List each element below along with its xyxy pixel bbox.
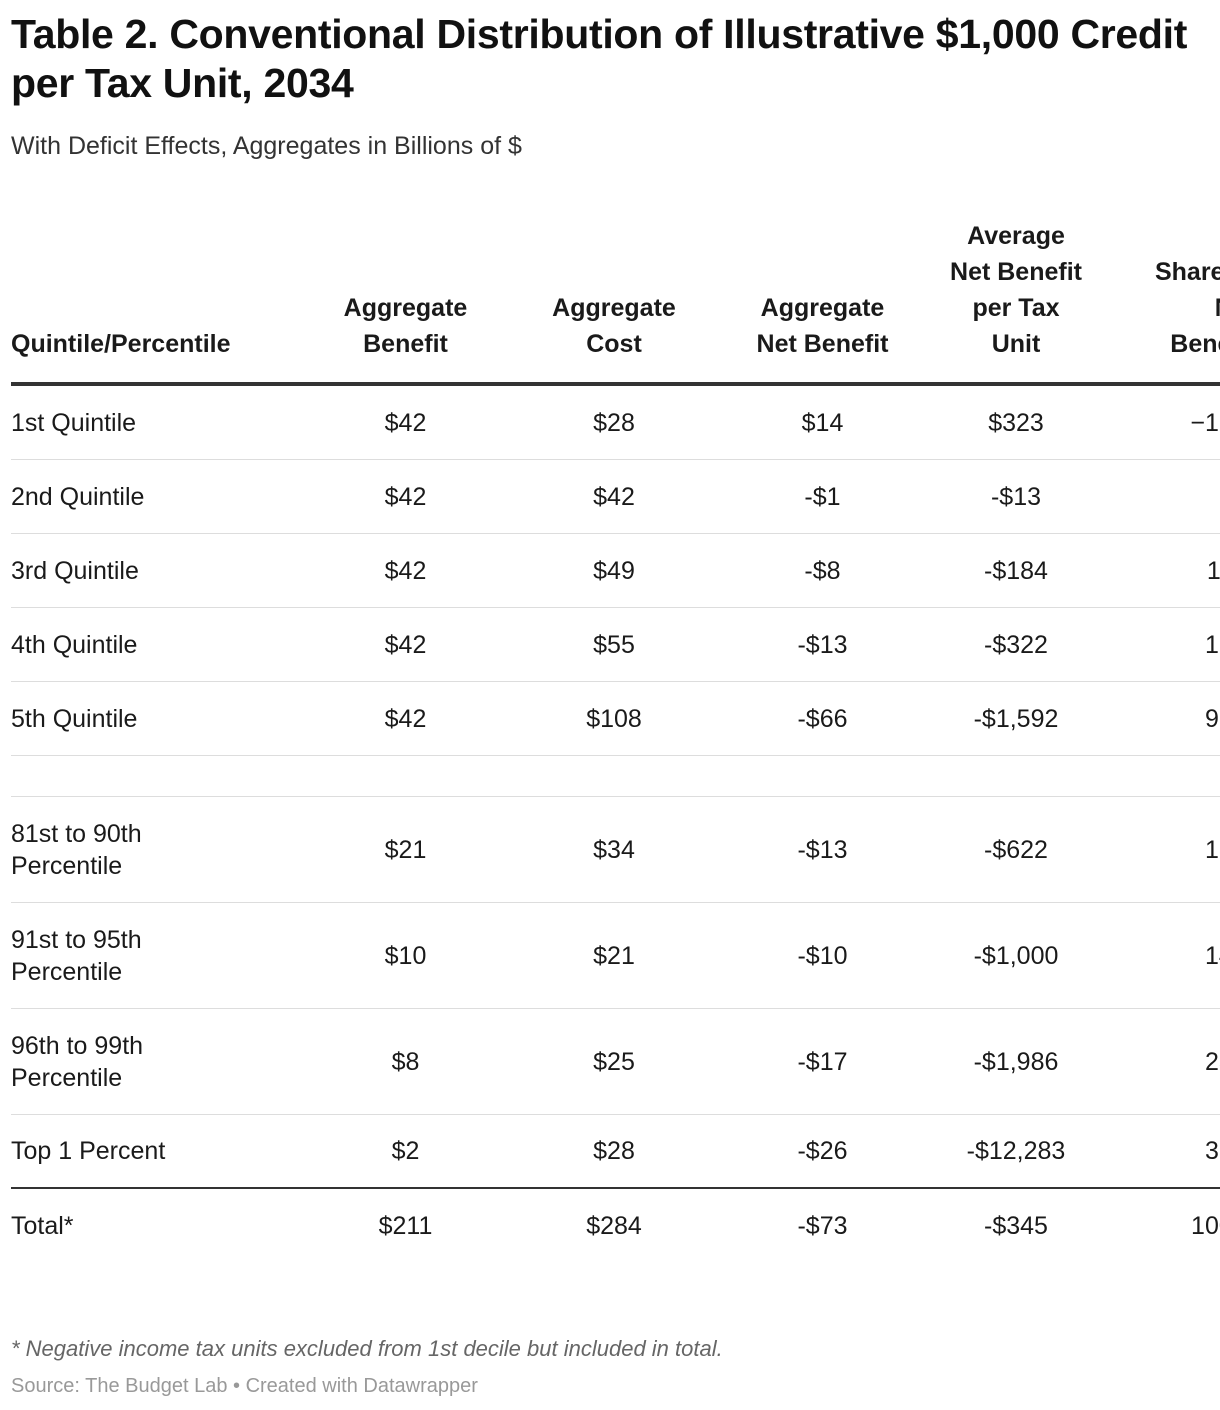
row-label: 81st to 90th Percentile <box>11 796 301 903</box>
cell-share-net-benefit: 14% <box>1105 902 1220 1009</box>
cell-aggregate-benefit: $8 <box>301 1008 510 1115</box>
header-quintile[interactable]: Quintile/Percentile <box>11 218 301 386</box>
cell-aggregate-cost: $108 <box>510 681 718 756</box>
total-average-net-benefit: -$345 <box>984 1212 1048 1240</box>
cell-share-net-benefit: 18% <box>1105 796 1220 903</box>
cell-average-net-benefit: -$12,283 <box>927 1114 1105 1189</box>
cell-average-net-benefit: -$1,592 <box>927 681 1105 756</box>
cell-average-net-benefit: -$13 <box>927 459 1105 534</box>
header-aggregate-benefit[interactable]: Aggregate Benefit <box>301 218 510 386</box>
cell-aggregate-benefit: $10 <box>301 902 510 1009</box>
cell-aggregate-cost: $34 <box>510 796 718 903</box>
total-aggregate-cost: $284 <box>586 1212 642 1240</box>
row-label: 4th Quintile <box>11 607 301 682</box>
total-aggregate-benefit: $211 <box>378 1212 433 1240</box>
table-row: 96th to 99th Percentile $8 $25 -$17 -$1,… <box>11 1008 1220 1115</box>
row-label: 2nd Quintile <box>11 459 301 534</box>
cell-aggregate-benefit: $42 <box>301 533 510 608</box>
footnote: * Negative income tax units excluded fro… <box>11 1336 723 1361</box>
cell-aggregate-benefit: $42 <box>301 681 510 756</box>
row-label: 96th to 99th Percentile <box>11 1008 301 1115</box>
table-row: 1st Quintile $42 $28 $14 $323 −19% <box>11 384 1220 460</box>
source-credit: Source: The Budget Lab • Created with Da… <box>11 1375 478 1397</box>
total-aggregate-net-benefit: -$73 <box>797 1212 848 1240</box>
cell-average-net-benefit: -$1,000 <box>927 902 1105 1009</box>
header-aggregate-cost[interactable]: Aggregate Cost <box>510 218 718 386</box>
cell-aggregate-net-benefit: -$10 <box>718 902 927 1009</box>
cell-aggregate-cost: $42 <box>510 459 718 534</box>
total-label: Total* <box>11 1212 74 1240</box>
cell-share-net-benefit: 35% <box>1105 1114 1220 1189</box>
cell-aggregate-benefit: $42 <box>301 459 510 534</box>
cell-share-net-benefit: 1% <box>1105 459 1220 534</box>
cell-aggregate-net-benefit: $14 <box>718 384 927 460</box>
cell-share-net-benefit: 23% <box>1105 1008 1220 1115</box>
cell-aggregate-net-benefit: -$13 <box>718 796 927 903</box>
table-title: Table 2. Conventional Distribution of Il… <box>11 11 1188 106</box>
cell-aggregate-benefit: $21 <box>301 796 510 903</box>
table-row: 4th Quintile $42 $55 -$13 -$322 19% <box>11 607 1220 682</box>
header-share-net-benefit[interactable]: Share of Net Benefit <box>1105 218 1220 386</box>
cell-aggregate-cost: $28 <box>510 384 718 460</box>
cell-aggregate-net-benefit: -$66 <box>718 681 927 756</box>
cell-aggregate-cost: $25 <box>510 1008 718 1115</box>
table-row: Top 1 Percent $2 $28 -$26 -$12,283 35% <box>11 1114 1220 1189</box>
row-label: 1st Quintile <box>11 384 301 460</box>
cell-aggregate-cost: $55 <box>510 607 718 682</box>
cell-aggregate-net-benefit: -$1 <box>718 459 927 534</box>
table-row: 2nd Quintile $42 $42 -$1 -$13 1% <box>11 459 1220 534</box>
spacer-cell <box>11 755 1220 797</box>
data-table: Quintile/Percentile Aggregate Benefit Ag… <box>11 218 1220 1263</box>
cell-average-net-benefit: -$184 <box>927 533 1105 608</box>
cell-aggregate-net-benefit: -$13 <box>718 607 927 682</box>
header-row: Quintile/Percentile Aggregate Benefit Ag… <box>11 218 1220 386</box>
header-aggregate-net-benefit[interactable]: Aggregate Net Benefit <box>718 218 927 386</box>
cell-aggregate-net-benefit: -$17 <box>718 1008 927 1115</box>
table-row: 91st to 95th Percentile $10 $21 -$10 -$1… <box>11 902 1220 1009</box>
table-row: 5th Quintile $42 $108 -$66 -$1,592 91% <box>11 681 1220 756</box>
cell-aggregate-net-benefit: -$8 <box>718 533 927 608</box>
cell-share-net-benefit: 19% <box>1105 607 1220 682</box>
table-row: 3rd Quintile $42 $49 -$8 -$184 11% <box>11 533 1220 608</box>
spacer-row <box>11 755 1220 797</box>
total-share-net-benefit: 100% <box>1191 1212 1220 1240</box>
total-row: Total* $211 $284 -$73 -$345 100% <box>11 1188 1220 1263</box>
cell-aggregate-benefit: $42 <box>301 607 510 682</box>
data-table-container: Quintile/Percentile Aggregate Benefit Ag… <box>11 218 1220 1263</box>
row-label: Top 1 Percent <box>11 1114 301 1189</box>
row-label: 91st to 95th Percentile <box>11 902 301 1009</box>
header-average-net-benefit[interactable]: Average Net Benefit per Tax Unit <box>927 218 1105 386</box>
cell-share-net-benefit: 11% <box>1105 533 1220 608</box>
cell-share-net-benefit: −19% <box>1105 384 1220 460</box>
table-row: 81st to 90th Percentile $21 $34 -$13 -$6… <box>11 796 1220 903</box>
row-label: 3rd Quintile <box>11 533 301 608</box>
cell-aggregate-net-benefit: -$26 <box>718 1114 927 1189</box>
cell-average-net-benefit: -$1,986 <box>927 1008 1105 1115</box>
table-subtitle: With Deficit Effects, Aggregates in Bill… <box>11 132 522 160</box>
cell-average-net-benefit: $323 <box>927 384 1105 460</box>
row-label: 5th Quintile <box>11 681 301 756</box>
cell-aggregate-cost: $28 <box>510 1114 718 1189</box>
cell-aggregate-benefit: $2 <box>301 1114 510 1189</box>
cell-share-net-benefit: 91% <box>1105 681 1220 756</box>
cell-aggregate-cost: $49 <box>510 533 718 608</box>
cell-average-net-benefit: -$622 <box>927 796 1105 903</box>
cell-aggregate-benefit: $42 <box>301 384 510 460</box>
cell-average-net-benefit: -$322 <box>927 607 1105 682</box>
cell-aggregate-cost: $21 <box>510 902 718 1009</box>
